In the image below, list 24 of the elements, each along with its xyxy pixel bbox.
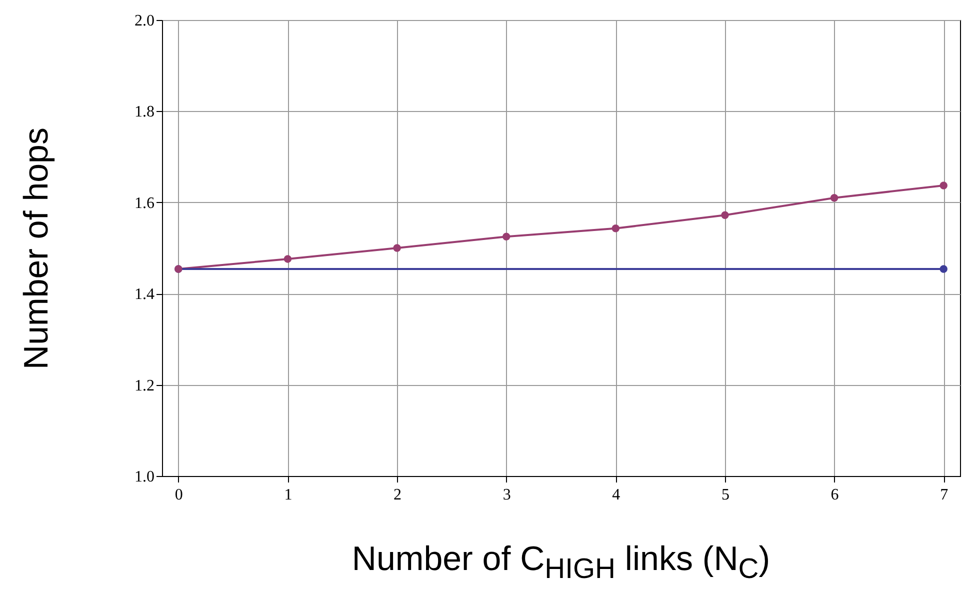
x-tick-label: 2 bbox=[394, 486, 402, 504]
x-tick-label: 3 bbox=[502, 486, 511, 504]
y-tick-label: 1.0 bbox=[134, 468, 154, 486]
y-tick-label: 2.0 bbox=[134, 12, 154, 30]
point bbox=[721, 211, 729, 220]
y-tick-label: 1.8 bbox=[134, 104, 154, 121]
point bbox=[830, 194, 838, 202]
y-tick-label: 1.4 bbox=[134, 286, 154, 304]
point bbox=[502, 232, 510, 240]
y-tick-label: 1.6 bbox=[134, 194, 154, 212]
point bbox=[612, 224, 620, 232]
x-tick-label: 1 bbox=[284, 486, 292, 504]
x-tick-label: 6 bbox=[830, 486, 839, 504]
point bbox=[393, 244, 401, 252]
x-tick-label: 7 bbox=[940, 486, 948, 504]
point bbox=[940, 265, 948, 273]
x-tick-label: 4 bbox=[612, 486, 620, 504]
point bbox=[940, 182, 948, 190]
x-tick-label: 0 bbox=[174, 486, 183, 504]
y-tick-label: 1.2 bbox=[134, 377, 154, 394]
x-tick-label: 5 bbox=[721, 486, 730, 504]
x-axis-title: Number of C$_{HIGH}$ links (N$_{C}$) bbox=[350, 540, 772, 586]
point bbox=[284, 255, 292, 263]
y-axis-title: Number of hops bbox=[18, 128, 56, 370]
